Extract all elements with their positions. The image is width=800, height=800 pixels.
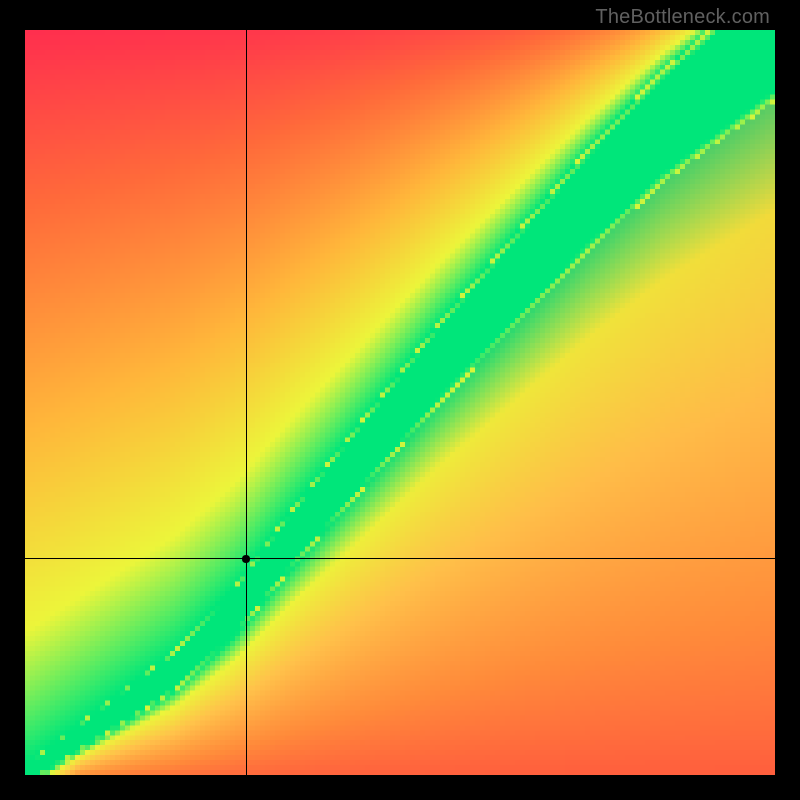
watermark-text: TheBottleneck.com: [595, 6, 770, 29]
heatmap-canvas: [25, 30, 775, 775]
crosshair-dot: [241, 554, 251, 564]
crosshair-vertical: [246, 30, 247, 775]
crosshair-horizontal: [25, 558, 775, 559]
chart-container: TheBottleneck.com: [0, 0, 800, 800]
plot-area: [25, 30, 775, 775]
